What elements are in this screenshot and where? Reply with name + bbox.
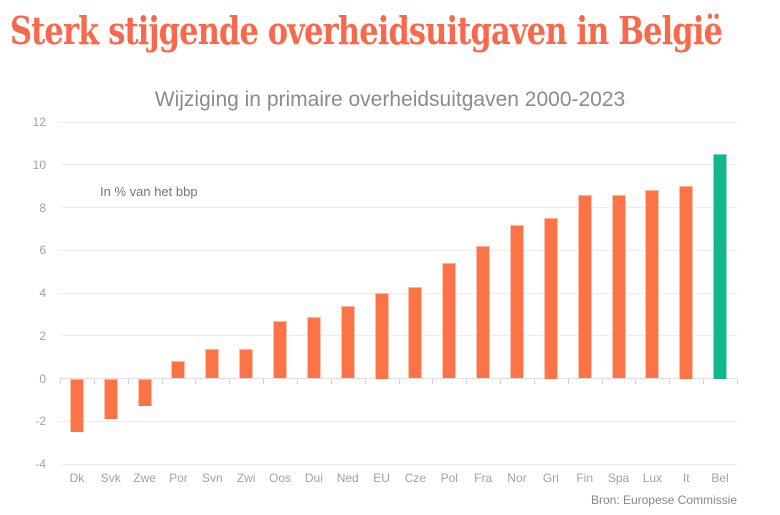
bar-lux [645, 190, 660, 379]
x-axis-tick [330, 378, 332, 384]
x-axis-tick [127, 378, 129, 384]
x-axis-label-zwi: Zwi [236, 471, 256, 485]
x-axis-tick [601, 378, 603, 384]
y-axis-tick-label: 10 [32, 157, 46, 172]
y-axis-tick-label: 8 [39, 200, 46, 215]
x-axis-label-ned: Ned [336, 471, 359, 485]
x-axis-tick [567, 378, 569, 384]
bar-gri [543, 218, 558, 379]
bar-pol [442, 263, 457, 379]
x-axis-label-nor: Nor [507, 471, 527, 485]
x-axis-tick [296, 378, 298, 384]
y-axis-tick-label: 4 [39, 286, 46, 300]
x-axis-label-fra: Fra [474, 471, 493, 485]
x-axis-label-por: Por [169, 471, 188, 485]
bar-it [679, 186, 694, 379]
x-axis-tick [60, 378, 61, 384]
x-axis-label-svk: Svk [100, 471, 121, 485]
x-axis-label-zwe: Zwe [133, 471, 156, 485]
bar-fra [476, 245, 491, 379]
y-axis-tick-label: 0 [39, 371, 46, 386]
x-axis-label-pol: Pol [440, 471, 458, 485]
x-axis-tick [500, 378, 502, 384]
bar-nor [509, 224, 524, 379]
x-axis-tick [161, 378, 163, 384]
x-axis-tick [195, 378, 197, 384]
x-axis-tick [263, 378, 265, 384]
unit-note: In % van het bbp [100, 184, 198, 199]
x-axis-label-lux: Lux [642, 471, 663, 485]
gridline [60, 121, 737, 123]
x-axis-tick [398, 378, 400, 384]
chart-title: Wijziging in primaire overheidsuitgaven … [154, 88, 626, 111]
gridline [60, 164, 737, 166]
y-axis-tick-label: -4 [35, 457, 46, 471]
bar-dk [69, 378, 84, 432]
x-axis-tick [432, 378, 434, 384]
x-axis-label-svn: Svn [201, 471, 223, 485]
y-axis-tick-label: 2 [39, 328, 46, 343]
x-axis-label-gri: Gri [542, 471, 559, 485]
y-axis-tick-label: -2 [35, 414, 46, 429]
x-axis-label-spa: Spa [607, 471, 630, 485]
x-axis-tick [533, 378, 535, 384]
page-title: Sterk stijgende overheidsuitgaven in Bel… [10, 8, 723, 53]
bar-por [171, 361, 186, 379]
bar-cze [408, 286, 423, 379]
bar-zwi [239, 348, 254, 379]
gridline [60, 463, 737, 465]
x-axis-tick [466, 378, 468, 384]
x-axis-label-bel: Bel [711, 471, 729, 485]
x-axis-tick [737, 378, 738, 384]
x-axis-label-cze: Cze [404, 471, 427, 485]
gridline [60, 249, 737, 251]
bar-ned [340, 305, 355, 379]
x-axis-tick [703, 378, 705, 384]
x-axis-label-eu: EU [373, 471, 390, 485]
bar-svn [205, 348, 220, 379]
bar-dui [306, 316, 321, 379]
gridline [60, 292, 737, 294]
bar-oos [273, 320, 288, 379]
x-axis-tick [364, 378, 366, 384]
bar-zwe [137, 378, 152, 407]
x-axis-label-it: It [682, 471, 690, 485]
gridline [60, 335, 737, 337]
y-axis-tick-label: 6 [39, 243, 46, 258]
x-axis-label-dui: Dui [304, 471, 323, 485]
gridline [60, 207, 737, 208]
x-axis-label-oos: Oos [269, 471, 292, 485]
x-axis-tick [93, 378, 95, 384]
bar-svk [103, 378, 118, 420]
bar-fin [577, 194, 592, 379]
bar-bel [713, 154, 728, 379]
gridline [60, 420, 737, 422]
x-axis-label-fin: Fin [576, 471, 593, 485]
x-axis-tick [669, 378, 671, 384]
bar-spa [611, 194, 626, 379]
bar-eu [374, 293, 389, 379]
y-axis-tick-label: 12 [32, 115, 46, 129]
x-axis-tick [229, 378, 231, 384]
x-axis-tick [635, 378, 637, 384]
x-axis-label-dk: Dk [69, 471, 85, 485]
source-credit: Bron: Europese Commissie [590, 493, 737, 507]
